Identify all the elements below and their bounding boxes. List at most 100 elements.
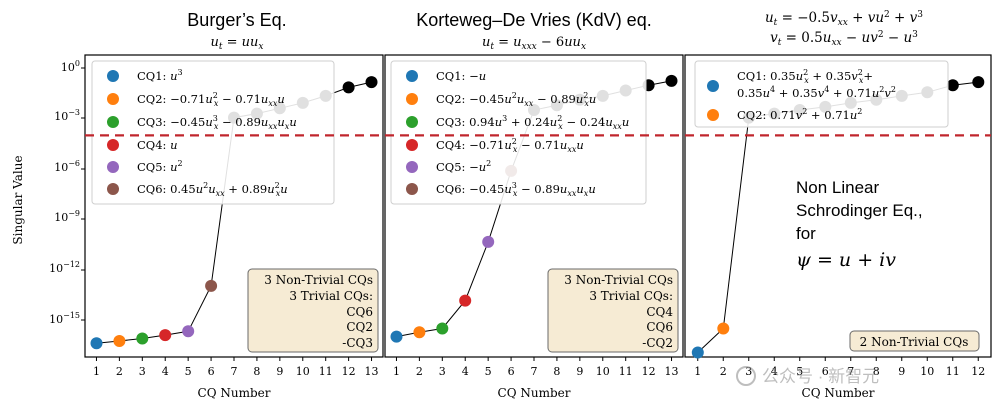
y-tick-1e-6: 10−6 (54, 159, 80, 174)
annotation-line: 3 Trivial CQs: (589, 289, 673, 303)
annotation-box (247, 268, 379, 353)
annotation-line: -CQ3 (342, 336, 373, 350)
x-tick-label: 3 (439, 365, 446, 378)
panel2-annotation: 3 Non-Trivial CQs 3 Trivial CQs: CQ4 CQ6… (547, 268, 679, 353)
data-point-cq4 (159, 329, 172, 342)
x-tick-label: 13 (365, 365, 379, 378)
x-tick-label: 6 (208, 365, 215, 378)
legend-label-cq1: CQ1: u3 (137, 68, 183, 83)
x-tick-label: 11 (946, 365, 960, 378)
legend-label-cq5: CQ5: u2 (137, 159, 183, 174)
panel2-subtitle: ut = uxxx − 6uux (482, 35, 586, 52)
legend-label-cq2: CQ2: 0.71v2 + 0.71u2 (737, 107, 862, 122)
y-tick-1e-15: 10−15 (49, 311, 80, 326)
legend-box (91, 60, 335, 205)
x-tick-label: 4 (771, 365, 778, 378)
legend-label-cq1: CQ1: −u (436, 69, 486, 83)
legend-marker-cq3 (107, 116, 119, 128)
x-tick-label: 10 (296, 365, 310, 378)
legend-box (694, 60, 949, 128)
annotation-line: 3 Non-Trivial CQs (564, 273, 673, 287)
panel3-title-line1: ut = −0.5vxx + vu2 + v3 (765, 10, 923, 28)
x-tick-label: 2 (720, 365, 727, 378)
panel3-x-ticks: 1 2 3 4 5 6 7 8 9 10 11 12 (694, 357, 985, 378)
x-tick-label: 12 (971, 365, 985, 378)
legend-marker-cq1 (406, 70, 418, 82)
panel1-title: Burger’s Eq. (187, 10, 286, 30)
legend-label-cq4: CQ4: −0.71u2 x − 0.71uxxu (436, 137, 584, 154)
annotation-line: 3 Non-Trivial CQs (264, 273, 373, 287)
panel-burgers: Burger’s Eq. ut = uux 100 10−3 10−6 10−9… (49, 10, 384, 400)
annotation-box (849, 330, 980, 352)
data-point-cq5 (182, 325, 195, 338)
x-tick-label: 3 (745, 365, 752, 378)
x-tick-label: 6 (508, 365, 515, 378)
x-tick-label: 5 (796, 365, 803, 378)
legend-marker-cq2 (406, 93, 418, 105)
legend-marker-cq3 (406, 116, 418, 128)
panel1-legend: CQ1: u3 CQ2: −0.71u2 x − 0.71uxxu CQ3: −0… (91, 60, 335, 205)
data-point-cq12 (972, 76, 985, 89)
y-tick-1e0: 100 (61, 59, 80, 74)
x-tick-label: 8 (253, 365, 260, 378)
side-text-equation: ψ = u + iv (796, 249, 896, 271)
panel1-x-ticks: 1 2 3 4 5 6 7 8 9 10 11 12 13 (93, 357, 379, 378)
y-axis-label: Singular Value (11, 155, 25, 244)
data-point-cq1 (90, 337, 103, 350)
panel3-side-text: Non Linear Schrodinger Eq., for ψ = u + … (796, 178, 923, 271)
legend-label-cq3: CQ3: 0.94u3 + 0.24u2 x − 0.24uxxu (436, 114, 629, 131)
legend-marker-cq5 (107, 161, 119, 173)
side-text-line: for (796, 224, 816, 243)
legend-label-cq4: CQ4: u (137, 138, 178, 152)
panel2-legend: CQ1: −u CQ2: −0.45u2uxx − 0.89u2 xu CQ3: … (390, 60, 647, 205)
x-tick-label: 10 (596, 365, 610, 378)
legend-marker-cq4 (406, 139, 418, 151)
x-tick-label: 7 (231, 365, 238, 378)
data-point-cq2 (413, 326, 426, 339)
legend-marker-cq6 (406, 183, 418, 195)
data-point-cq6 (205, 279, 218, 292)
x-tick-label: 5 (185, 365, 192, 378)
x-tick-label: 1 (93, 365, 100, 378)
legend-label-cq1: CQ1: 0.35u2 x + 0.35v2 x+ (737, 68, 873, 85)
legend-label-cq2: CQ2: −0.45u2uxx − 0.89u2 xu (436, 91, 596, 108)
data-point-cq5 (482, 235, 495, 248)
y-tick-1e-12: 10−12 (49, 260, 80, 275)
annotation-line: 3 Trivial CQs: (289, 289, 373, 303)
x-tick-label: 4 (462, 365, 469, 378)
annotation-line: CQ2 (346, 320, 373, 334)
panel3-x-axis-label: CQ Number (802, 386, 875, 400)
legend-label-cq6: CQ6: −0.45u3 x − 0.89uxxuxu (436, 181, 596, 198)
data-point-cq1 (691, 346, 704, 359)
x-tick-label: 12 (342, 365, 356, 378)
watermark-logo-icon (736, 366, 756, 386)
panel2-x-axis-label: CQ Number (498, 386, 571, 400)
x-tick-label: 9 (898, 365, 905, 378)
x-tick-label: 2 (116, 365, 123, 378)
annotation-box (547, 268, 679, 353)
watermark: 公众号 · 新智元 (736, 366, 879, 386)
panel3-annotation: 2 Non-Trivial CQs (849, 330, 980, 352)
panel3-legend: CQ1: 0.35u2 x + 0.35v2 x+ 0.35u4 + 0.35v4 … (694, 60, 949, 128)
x-tick-label: 11 (319, 365, 333, 378)
x-tick-label: 8 (553, 365, 560, 378)
x-tick-label: 10 (920, 365, 934, 378)
x-tick-label: 11 (619, 365, 633, 378)
annotation-line: 2 Non-Trivial CQs (860, 335, 969, 349)
data-point-cq12 (342, 81, 355, 94)
panel1-y-ticks: 100 10−3 10−6 10−9 10−12 10−15 (49, 59, 85, 326)
x-tick-label: 5 (485, 365, 492, 378)
x-tick-label: 1 (694, 365, 701, 378)
legend-marker-cq4 (107, 139, 119, 151)
data-point-cq2 (113, 335, 126, 347)
annotation-line: CQ6 (346, 305, 373, 319)
x-tick-label: 8 (873, 365, 880, 378)
x-tick-label: 3 (139, 365, 146, 378)
legend-label-cq1-cont: 0.35u4 + 0.35v4 + 0.71u2v2 (737, 85, 896, 100)
y-tick-1e-3: 10−3 (54, 108, 80, 123)
y-tick-1e-9: 10−9 (54, 209, 80, 224)
x-tick-label: 9 (576, 365, 583, 378)
side-text-line: Schrodinger Eq., (796, 201, 923, 220)
data-point-cq2 (717, 322, 730, 335)
data-point-cq11 (946, 79, 959, 92)
